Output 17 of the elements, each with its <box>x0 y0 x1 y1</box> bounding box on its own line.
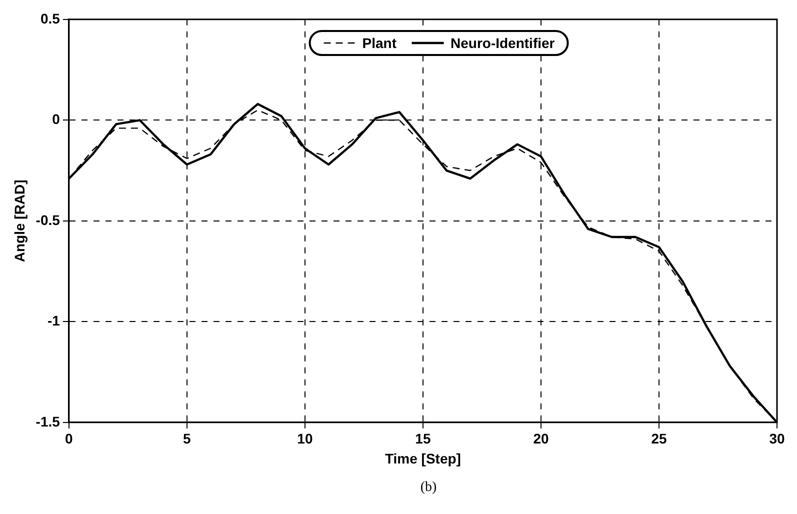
text: (b) <box>419 480 438 496</box>
y-tick-label: 0.5 <box>40 10 60 26</box>
x-tick-label: 20 <box>533 430 549 447</box>
x-axis-title: Time [Step] <box>384 450 461 466</box>
y-tick-label: -1 <box>47 312 60 329</box>
x-tick-label: 0 <box>65 430 74 447</box>
x-tick-label: 25 <box>651 430 667 447</box>
y-tick-label: 0 <box>52 111 60 128</box>
legend-label: Neuro-Identifier <box>450 35 555 51</box>
x-tick-label: 15 <box>415 430 431 447</box>
y-tick-label: -1.5 <box>36 413 60 430</box>
y-axis-title: Angle [RAD] <box>11 180 28 262</box>
x-tick-label: 30 <box>769 430 785 447</box>
x-tick-label: 10 <box>297 430 313 447</box>
y-tick-label: -0.5 <box>36 212 60 228</box>
legend-label: Plant <box>362 35 396 51</box>
x-tick-label: 5 <box>183 430 192 447</box>
